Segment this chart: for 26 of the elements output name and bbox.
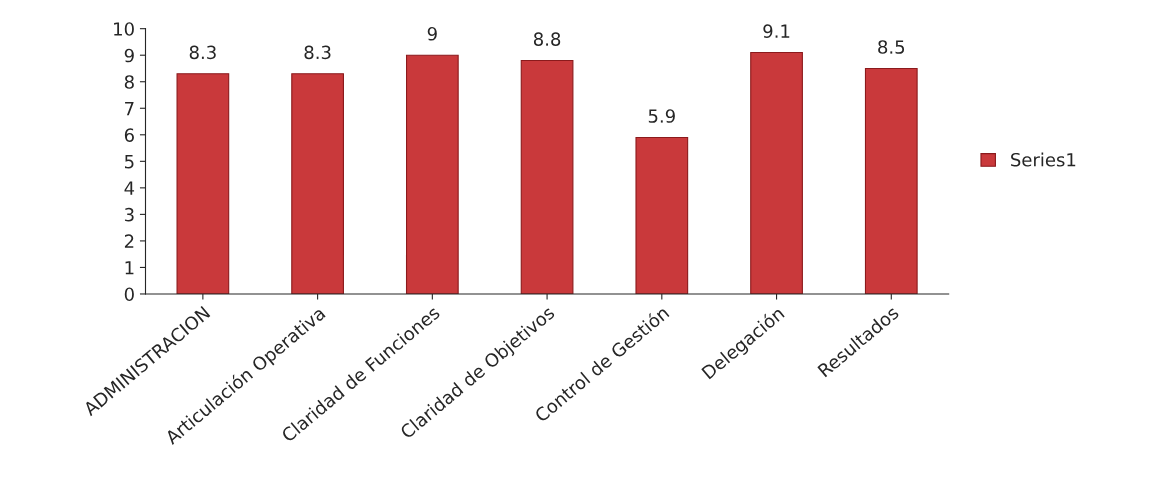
data-label: 9 xyxy=(427,26,437,41)
data-label: 9.1 xyxy=(763,24,790,38)
bar xyxy=(291,73,344,294)
legend-label: Series1 xyxy=(1011,152,1076,167)
y-tick-label: 2 xyxy=(124,234,134,248)
bar xyxy=(405,54,459,294)
y-tick-label: 10 xyxy=(114,22,134,36)
y-tick-label: 4 xyxy=(124,181,135,195)
y-tick-label: 1 xyxy=(125,261,134,275)
y-tick-label: 0 xyxy=(124,287,134,302)
y-tick-label: 8 xyxy=(124,75,134,89)
bar xyxy=(635,136,689,294)
y-tick-label: 6 xyxy=(124,128,134,142)
y-tick-label: 5 xyxy=(124,155,134,169)
data-label: 5.9 xyxy=(648,109,675,123)
data-label: 8.8 xyxy=(533,32,561,46)
bar xyxy=(864,67,918,294)
data-label: 8.3 xyxy=(304,45,331,60)
data-label: 8.5 xyxy=(878,40,905,54)
bar xyxy=(520,59,574,294)
data-label: 8.3 xyxy=(189,45,216,60)
y-tick-label: 3 xyxy=(124,207,134,222)
y-tick-label: 7 xyxy=(125,101,134,116)
bar xyxy=(750,52,803,294)
y-tick-label: 9 xyxy=(124,48,134,63)
bar xyxy=(176,73,230,294)
